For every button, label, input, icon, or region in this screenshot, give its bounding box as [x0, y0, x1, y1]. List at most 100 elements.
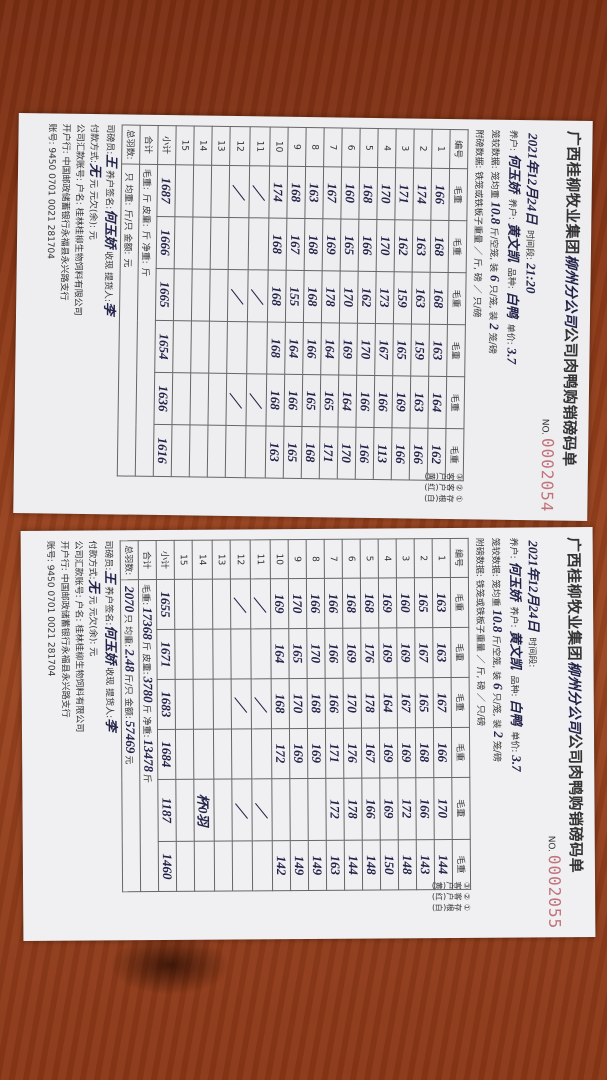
row-number: 4 — [377, 128, 397, 168]
heads-text: 均重: — [122, 623, 133, 648]
weight-cell: 168 — [304, 218, 323, 271]
slip-number: NO. 0002055 — [544, 835, 565, 930]
weight-cell: 163 — [428, 324, 448, 377]
row-number: 3 — [395, 128, 415, 169]
form-cage-line-c: 只/笼, 装 — [490, 692, 501, 729]
weight-cell: 169 — [379, 727, 398, 778]
form-label-price: 单价: — [508, 731, 520, 753]
weight-cell: 169 — [397, 727, 416, 778]
weight-cell: 178 — [321, 270, 341, 324]
farmer-sign-value: 何玉娇 — [102, 209, 119, 249]
weight-cell: 167 — [374, 323, 394, 376]
subtotal-row: 小计 1655 1671 1683 1684 1187 1460 — [156, 540, 177, 892]
weight-cell — [174, 629, 194, 680]
weight-cell: ／ — [228, 165, 250, 218]
weight-cell: 168 — [266, 322, 286, 375]
form-label-farmer: 养户: — [508, 606, 519, 628]
weight-cell: 163 — [411, 272, 431, 325]
weight-cell — [208, 321, 228, 374]
form-no-label: NO — [539, 418, 550, 433]
weight-cell: ／ — [230, 578, 251, 629]
weight-cell: 165 — [301, 374, 321, 427]
weight-cell: 170 — [289, 678, 308, 729]
heads-hand-value: 2.48 — [122, 649, 139, 672]
row-number: 5 — [359, 128, 379, 168]
subtotal-cell: 1187 — [157, 779, 177, 842]
form-label-farmer: 养户: — [507, 537, 518, 559]
weight-cell — [228, 217, 249, 270]
per-cage-value: 6 — [490, 683, 506, 690]
table-row: 13 — [212, 540, 233, 892]
form-payment-label: 付款方式: — [86, 540, 97, 580]
weight-cell — [193, 729, 214, 780]
heads-label: 总羽数: — [120, 540, 139, 580]
weight-cell — [289, 778, 309, 841]
table-row: 4 169 169 164 169 169 150 — [378, 538, 399, 890]
weight-cell: 172 — [397, 777, 417, 840]
table-row: 11 ／／／ — [250, 539, 273, 891]
weight-cell: 168 — [267, 270, 287, 323]
weight-cell: 178 — [361, 677, 380, 728]
weight-cell: 168 — [358, 167, 378, 220]
weigh-slip-0002055: 广西桂柳牧业集团柳州分公司公司肉鸭购销磅码单 NO. 0002055 2021年… — [20, 527, 596, 941]
weight-cell: 166 — [355, 375, 375, 428]
table-row: 9 170 165 170 169 149 — [288, 539, 309, 891]
weight-cell: 163 — [432, 577, 451, 628]
heads-hand-value: 2070 — [122, 586, 138, 613]
company-hand-value: 柳州分公司 — [561, 254, 578, 328]
form-label-variety: 品种: — [508, 675, 519, 697]
table-row: 10 169 164 168 172 142 — [270, 539, 291, 891]
time-value: 21:20 — [523, 263, 539, 294]
weight-cell: 170 — [376, 167, 396, 220]
heads-row: 总羽数: 2070只 均重:2.48斤/只 金额:57469元 — [120, 540, 141, 892]
row-number: 13 — [211, 126, 231, 166]
form-acct-no: 账号: 9450 0701 0021 281704 — [44, 540, 56, 677]
no-value: 0002055 — [544, 854, 565, 930]
form-farmer-sign-label: 养户签名: — [103, 170, 115, 210]
weight-cell — [271, 778, 291, 841]
weight-cell — [230, 628, 252, 679]
weight-cell: 165 — [319, 374, 339, 427]
copy-labels: ①存根(白) ②客户(红) ③客户(黄) — [116, 472, 464, 504]
weight-cell — [248, 217, 269, 271]
form-label-variety: 品种: — [505, 267, 516, 289]
total-text: 斤 — [141, 773, 152, 784]
col-header-weight: 毛重 — [451, 777, 471, 840]
price-value: 3.7 — [509, 755, 525, 772]
form-receive-label: 收现 — [102, 251, 113, 270]
weight-cell — [174, 579, 193, 630]
subtotal-cell: 1636 — [153, 372, 173, 425]
row-number: 10 — [270, 539, 289, 579]
total-text: 净重: — [140, 239, 151, 264]
weight-cell: 163 — [304, 166, 324, 219]
table-row: 12 ／／／ — [230, 539, 253, 892]
row-number: 12 — [229, 126, 251, 166]
weight-cell — [246, 321, 268, 374]
weight-cell: 168 — [430, 220, 449, 273]
weight-cell: 164 — [270, 628, 290, 679]
subtotal-cell: 1683 — [157, 679, 176, 730]
variety-value: 白鸭 — [505, 291, 521, 318]
total-row: 合计 毛重:17368斤 皮重:3780斤 净重:13478斤 — [138, 540, 159, 892]
weight-cell: 163 — [409, 376, 429, 429]
weight-cell — [174, 164, 194, 217]
row-number: 14 — [193, 125, 213, 166]
cage-weight-value: 10.8 — [490, 609, 506, 633]
weight-cell: 164 — [284, 322, 304, 375]
row-number: 15 — [175, 125, 195, 165]
subtotal-label: 小计 — [156, 540, 175, 580]
weight-cell — [172, 320, 192, 373]
col-header-weight: 毛重 — [448, 168, 468, 221]
weight-cell — [175, 729, 194, 780]
total-hand-value: 17368 — [140, 607, 156, 640]
weight-cell: 166 — [324, 628, 344, 679]
col-header-weight: 毛重 — [450, 577, 469, 628]
heads-text: 只 — [122, 614, 133, 624]
form-label-time: 时间段: — [526, 637, 537, 668]
weight-cell: 168 — [429, 272, 449, 325]
picker-value: 李 — [102, 302, 118, 316]
table-header-row: 编号 毛重 毛重 毛重 毛重 毛重 毛重 — [450, 538, 471, 890]
row-number: 13 — [212, 540, 231, 580]
table-row: 2 165 167 165 168 166 143 — [414, 538, 435, 890]
slip-title: 广西桂柳牧业集团柳州分公司公司肉鸭购销磅码单 — [558, 131, 584, 513]
